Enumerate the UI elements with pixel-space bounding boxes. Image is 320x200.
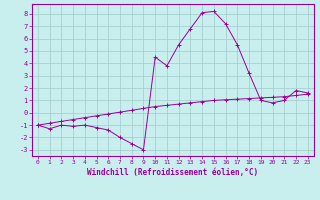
X-axis label: Windchill (Refroidissement éolien,°C): Windchill (Refroidissement éolien,°C) [87,168,258,177]
